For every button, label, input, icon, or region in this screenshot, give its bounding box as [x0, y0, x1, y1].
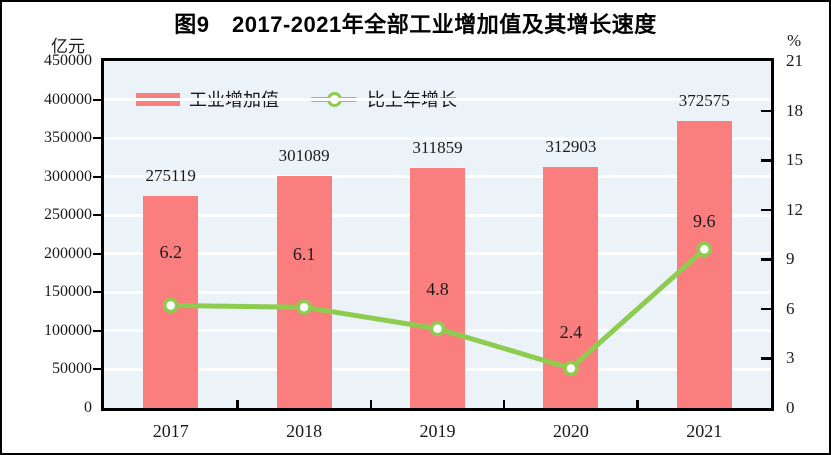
- right-axis-label: 3: [786, 348, 795, 368]
- x-axis-label: 2020: [552, 421, 589, 441]
- left-axis-tick: [93, 137, 101, 140]
- bar-value-label: 312903: [545, 136, 597, 156]
- right-axis-tick: [761, 109, 771, 113]
- trend-line: [168, 246, 707, 371]
- rate-value-label: 6.1: [292, 244, 316, 265]
- line-marker: [696, 241, 713, 258]
- left-axis-label: 250000: [44, 206, 92, 224]
- left-axis-tick: [93, 214, 101, 217]
- right-axis-tick: [761, 159, 771, 162]
- left-axis-label: 200000: [44, 244, 92, 262]
- left-axis-label: 300000: [44, 167, 92, 185]
- bar: [276, 175, 332, 408]
- left-axis-label: 450000: [44, 52, 92, 69]
- right-axis-label: 18: [786, 100, 803, 120]
- left-axis-tick: [93, 329, 101, 332]
- left-axis-tick: [93, 291, 101, 294]
- x-axis-label: 2017: [152, 421, 189, 441]
- right-axis-tick: [761, 357, 771, 360]
- right-axis-tick: [761, 208, 771, 212]
- left-axis-label: 50000: [52, 360, 92, 378]
- trend-line-chart: [162, 241, 713, 377]
- line-marker: [563, 360, 579, 377]
- left-axis-label: 350000: [44, 129, 92, 147]
- x-axis-tick: [236, 400, 239, 408]
- right-axis-label: 21: [786, 51, 803, 70]
- plot-area: 工业增加值 比上年增长 2751193010893118593129033725…: [101, 58, 774, 411]
- rate-value-label: 4.8: [426, 278, 449, 299]
- x-axis-tick: [636, 400, 639, 408]
- bar-value-label: 372575: [678, 90, 730, 110]
- right-axis-label: 9: [786, 249, 795, 269]
- right-axis-label: 12: [786, 199, 803, 219]
- line-marker: [162, 297, 179, 314]
- x-axis-label: 2021: [686, 421, 723, 441]
- left-axis-tick: [93, 98, 101, 101]
- left-axis-tick: [93, 175, 101, 178]
- right-axis-label: 0: [786, 398, 795, 417]
- right-axis-tick: [761, 307, 771, 311]
- left-axis-label: 0: [84, 399, 92, 416]
- chart-title: 图9 2017-2021年全部工业增加值及其增长速度: [174, 12, 657, 37]
- left-axis-tick: [93, 368, 101, 371]
- line-marker: [296, 299, 312, 315]
- bar-value-label: 301089: [278, 145, 330, 165]
- right-axis-unit: %: [787, 31, 802, 50]
- left-axis-label: 400000: [44, 90, 92, 108]
- left-axis-unit: 亿元: [51, 37, 85, 56]
- right-axis-label: 15: [786, 150, 803, 170]
- left-axis-label: 150000: [44, 283, 92, 301]
- bar-value-label: 311859: [412, 137, 463, 157]
- right-axis-tick: [761, 258, 771, 261]
- x-axis-label: 2018: [286, 421, 323, 441]
- right-axis-label: 6: [786, 298, 795, 318]
- line-marker: [429, 320, 446, 337]
- gridline: [104, 136, 771, 140]
- gridline: [104, 98, 771, 102]
- x-axis-tick: [502, 400, 506, 408]
- left-axis-label: 100000: [44, 321, 92, 339]
- rate-value-label: 6.2: [159, 241, 182, 262]
- left-axis-tick: [93, 252, 101, 255]
- rate-value-label: 9.6: [693, 211, 716, 232]
- rate-value-label: 2.4: [559, 322, 583, 343]
- x-axis-label: 2019: [419, 421, 456, 441]
- bar-value-label: 275119: [145, 165, 196, 185]
- x-axis-tick: [369, 400, 373, 408]
- bar: [410, 167, 465, 408]
